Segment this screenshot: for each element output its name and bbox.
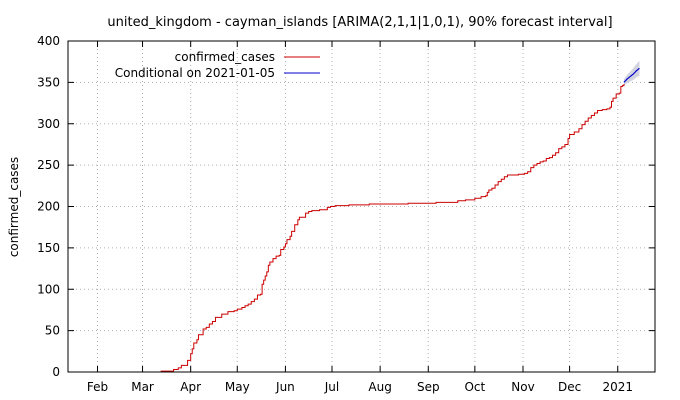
x-tick-label: Jul (324, 380, 339, 394)
x-tick-label: Nov (511, 380, 534, 394)
y-tick-label: 400 (37, 34, 60, 48)
ticks: 0 50 100 150 200 250 300 350 400 Feb Mar Apr May Jun J… (37, 34, 655, 394)
y-tick-label: 0 (52, 365, 60, 379)
legend-label: Conditional on 2021-01-05 (115, 66, 275, 80)
series-confirmed-cases-line (159, 84, 625, 373)
forecast-interval-band (623, 60, 640, 86)
series-layer (159, 67, 640, 373)
y-tick-label: 200 (37, 200, 60, 214)
y-tick-label: 350 (37, 75, 60, 89)
x-tick-label: Mar (131, 380, 154, 394)
x-tick-label: Sep (417, 380, 440, 394)
y-tick-label: 250 (37, 158, 60, 172)
chart-title: united_kingdom - cayman_islands [ARIMA(2… (107, 15, 612, 30)
y-tick-label: 50 (45, 324, 60, 338)
x-tick-label: Feb (87, 380, 108, 394)
legend-label: confirmed_cases (175, 50, 275, 64)
x-tick-label: Oct (464, 380, 485, 394)
y-tick-label: 100 (37, 282, 60, 296)
x-tick-label: Dec (558, 380, 581, 394)
x-tick-label: Apr (180, 380, 201, 394)
x-tick-label: May (225, 380, 250, 394)
y-axis-label: confirmed_cases (7, 157, 21, 257)
y-tick-label: 300 (37, 117, 60, 131)
series-forecast-line (623, 67, 640, 83)
grid (68, 41, 655, 372)
x-tick-label: 2021 (602, 380, 633, 394)
forecast-band (623, 60, 640, 86)
y-tick-label: 150 (37, 241, 60, 255)
legend: confirmed_cases Conditional on 2021-01-05 (115, 50, 320, 80)
x-tick-label: Aug (368, 380, 391, 394)
x-tick-label: Jun (275, 380, 295, 394)
